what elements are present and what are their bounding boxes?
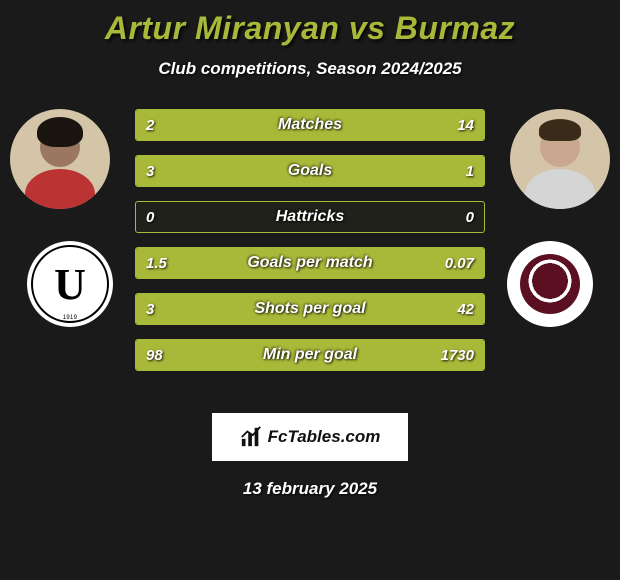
stat-fill-left (136, 248, 468, 278)
club-left-year: 1919 (27, 315, 113, 321)
page-title: Artur Miranyan vs Burmaz (0, 10, 620, 47)
stat-fill-left (136, 340, 155, 370)
date-label: 13 february 2025 (0, 479, 620, 499)
stat-row: Min per goal981730 (135, 339, 485, 371)
stat-fill-right (155, 340, 484, 370)
stat-fill-left (136, 110, 180, 140)
player-right-photo (510, 109, 610, 209)
brand-badge: FcTables.com (212, 413, 408, 461)
stat-row: Shots per goal342 (135, 293, 485, 325)
stat-fill-right (159, 294, 484, 324)
club-left-logo: U 1919 (27, 241, 113, 327)
stat-row: Goals per match1.50.07 (135, 247, 485, 279)
stat-value-right: 0 (466, 209, 474, 226)
stat-row: Goals31 (135, 155, 485, 187)
club-left-letter: U (54, 259, 86, 310)
subtitle: Club competitions, Season 2024/2025 (0, 59, 620, 79)
stat-fill-left (136, 294, 159, 324)
stat-fill-left (136, 156, 397, 186)
stat-bars: Matches214 Goals31 Hattricks0 0 Goals per ma… (135, 109, 485, 385)
stat-row: Hattricks0 0 (135, 201, 485, 233)
stat-fill-right (468, 248, 484, 278)
stat-value-left: 0 (146, 209, 154, 226)
chart-icon (240, 426, 262, 448)
stat-label: Hattricks (136, 208, 484, 226)
club-right-logo (507, 241, 593, 327)
stat-fill-right (180, 110, 485, 140)
stat-fill-right (397, 156, 484, 186)
brand-text: FcTables.com (268, 427, 381, 447)
player-left-photo (10, 109, 110, 209)
stat-row: Matches214 (135, 109, 485, 141)
comparison-panel: U 1919 Matches214 Goals31 Hattricks0 0 Goals… (0, 109, 620, 389)
